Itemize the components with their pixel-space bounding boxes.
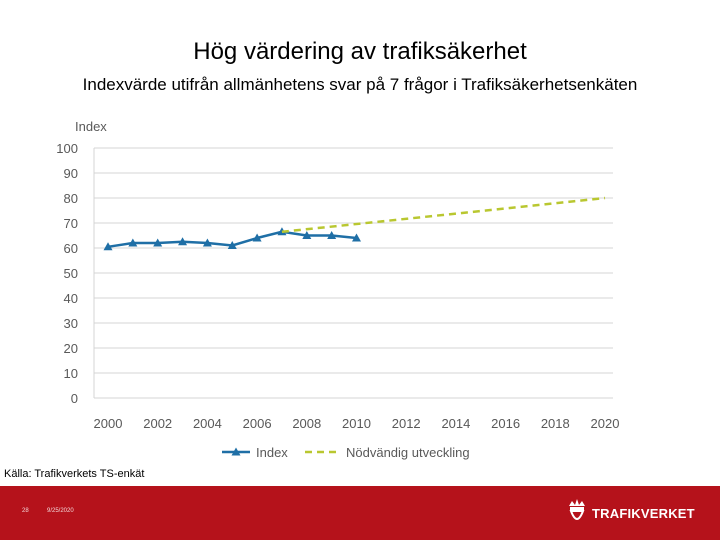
x-tick-label: 2010 [342, 416, 371, 431]
data-point-index [128, 238, 138, 247]
data-point-index [252, 233, 262, 242]
crown-icon [569, 499, 585, 520]
legend-label-index: Index [256, 445, 288, 460]
data-point-index [352, 233, 361, 242]
x-tick-label: 2008 [292, 416, 321, 431]
line-chart: 0 10 20 30 40 50 60 70 80 90 100 Index 2000 2002 2004 2… [56, 119, 620, 460]
data-point-index [302, 231, 312, 239]
y-tick-label: 20 [64, 341, 78, 356]
x-tick-label: 2016 [491, 416, 520, 431]
data-point-index [178, 237, 188, 246]
source-note: Källa: Trafikverkets TS-enkät [4, 468, 145, 480]
x-tick-label: 2002 [143, 416, 172, 431]
y-tick-label: 100 [56, 141, 78, 156]
series-line-nodvandig-utveckling [281, 196, 606, 234]
x-tick-label: 2012 [392, 416, 421, 431]
x-tick-label: 2004 [193, 416, 222, 431]
trafikverket-logo: TRAFIKVERKET [566, 496, 706, 532]
data-point-index [327, 231, 337, 239]
page-number: 28 [22, 508, 29, 514]
slide-date: 9/25/2020 [47, 508, 74, 514]
y-tick-label: 10 [64, 366, 78, 381]
brand-name: TRAFIKVERKET [592, 506, 695, 521]
y-tick-label: 0 [71, 391, 78, 406]
slide-title: Hög värdering av trafiksäkerhet [193, 38, 527, 65]
x-tick-label: 2020 [591, 416, 620, 431]
footer-bar: 28 9/25/2020 TRAFIKVERKET [0, 486, 720, 540]
slide-subtitle: Indexvärde utifrån allmänhetens svar på … [82, 75, 638, 94]
y-tick-label: 30 [64, 316, 78, 331]
y-tick-label: 90 [64, 166, 78, 181]
legend-marker-index [231, 447, 241, 456]
x-tick-label: 2018 [541, 416, 570, 431]
legend-label-nodvandig: Nödvändig utveckling [346, 445, 470, 460]
y-axis-label: Index [75, 119, 107, 134]
x-tick-label: 2000 [94, 416, 123, 431]
data-point-index [153, 238, 163, 247]
x-tick-label: 2006 [243, 416, 272, 431]
y-tick-label: 40 [64, 291, 78, 306]
y-tick-label: 50 [64, 266, 78, 281]
data-point-index [227, 241, 237, 249]
y-tick-label: 80 [64, 191, 78, 206]
y-tick-label: 60 [64, 241, 78, 256]
y-tick-label: 70 [64, 216, 78, 231]
x-tick-label: 2014 [441, 416, 470, 431]
data-point-index [202, 238, 212, 247]
data-point-index [103, 242, 113, 251]
